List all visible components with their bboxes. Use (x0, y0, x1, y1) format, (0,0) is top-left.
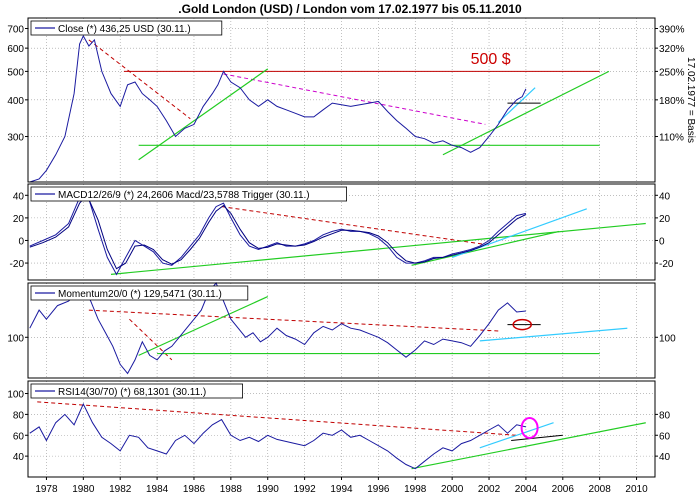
trendline-green (411, 230, 560, 266)
right-tick-label: 80 (659, 410, 671, 421)
x-tick-label: 1996 (367, 484, 390, 495)
series-line-rsi (29, 402, 527, 470)
legend-label: Momentum20/0 (*) 129,5471 (30.11.) (58, 289, 222, 300)
panel-price: 700 600 500 400 300 390% 320% 250% 180% 110% Close… (7, 17, 696, 183)
highlight-circle (520, 416, 539, 439)
x-tick-label: 2002 (478, 484, 501, 495)
panel-frame (27, 17, 656, 183)
panel-rsi: 100 80 60 40 80 60 40 RSI14(30/70) (*) 68,1301 … (7, 380, 671, 478)
panel-frame (27, 282, 656, 379)
panel-macd: 40 20 0 -20 40 20 0 -20 MACD12/26/9 (*) 24,2606 … (10, 183, 674, 281)
panel-momentum: 100 100 Momentum20/0 (*) 129,5471 (30.11.) (7, 282, 676, 379)
left-tick-label: 0 (18, 236, 24, 247)
right-tick-label: 100 (659, 333, 676, 344)
highlight-ellipse (512, 318, 532, 331)
legend-label: RSI14(30/70) (*) 68,1301 (30.11.) (58, 387, 206, 398)
trendline-red-dash (221, 206, 490, 246)
trendline-green (138, 296, 268, 356)
left-tick-label: 500 (7, 67, 24, 78)
trendline-cyan (479, 327, 628, 342)
right-tick-label: 180% (659, 96, 685, 107)
right-tick-label: 110% (659, 133, 684, 144)
legend-box (30, 285, 249, 301)
trendline-magenta-dash (223, 73, 486, 125)
x-axis: 1978 1980 1982 1984 1986 1988 1990 1992 1994 1996… (35, 477, 648, 495)
right-tick-label: 60 (659, 431, 671, 442)
trendline-red-dash (37, 401, 517, 436)
series-line-macd (29, 192, 527, 276)
x-tick-label: 2006 (552, 484, 575, 495)
x-tick-label: 1986 (183, 484, 206, 495)
legend-box (30, 20, 223, 36)
trendline-green (138, 68, 269, 161)
legend-label: MACD12/26/9 (*) 24,2606 Macd/23,5788 Tri… (58, 190, 310, 201)
x-tick-label: 1982 (109, 484, 132, 495)
x-tick-label: 1994 (330, 484, 353, 495)
left-tick-label: 40 (13, 452, 25, 463)
trendline-green (442, 70, 610, 156)
left-tick-label: -20 (10, 259, 25, 270)
x-tick-label: 1990 (257, 484, 280, 495)
right-tick-label: 40 (659, 452, 671, 463)
x-tick-label: 1992 (293, 484, 316, 495)
right-tick-label: 250% (659, 67, 685, 78)
right-axis-label: 17.02.1977 = Basis (685, 57, 696, 143)
trendline-red-dash (88, 39, 191, 120)
left-tick-label: 20 (13, 214, 25, 225)
x-tick-label: 2010 (625, 484, 648, 495)
left-tick-label: 60 (13, 431, 25, 442)
trigger-line-macd (29, 194, 527, 270)
right-tick-label: -20 (659, 259, 674, 270)
legend-box (30, 383, 244, 399)
x-tick-label: 2000 (441, 484, 464, 495)
trendline-black (511, 434, 563, 441)
left-tick-label: 40 (13, 191, 25, 202)
right-tick-label: 20 (659, 214, 671, 225)
x-tick-label: 2004 (515, 484, 538, 495)
trendline-cyan (497, 87, 536, 123)
x-tick-label: 1998 (404, 484, 427, 495)
x-tick-label: 1988 (220, 484, 243, 495)
left-tick-label: 100 (7, 333, 24, 344)
chart-title: .Gold London (USD) / London vom 17.02.19… (178, 2, 522, 16)
left-tick-label: 80 (13, 410, 25, 421)
annotation-500: 500 $ (471, 51, 511, 68)
x-tick-label: 2008 (589, 484, 612, 495)
right-tick-label: 320% (659, 44, 685, 55)
legend-box (30, 186, 348, 202)
series-line-price (29, 34, 527, 183)
panel-frame (27, 183, 656, 281)
trendline-cyan (479, 422, 554, 449)
right-tick-label: 0 (659, 236, 665, 247)
series-line-momentum (29, 282, 526, 375)
legend-label: Close (*) 436,25 USD (30.11.) (58, 24, 191, 35)
left-tick-label: 700 (7, 24, 24, 35)
left-tick-label: 100 (7, 390, 24, 401)
x-tick-label: 1984 (146, 484, 169, 495)
x-tick-label: 1978 (35, 484, 58, 495)
trendline-red-dash (129, 318, 173, 361)
trendline-green (411, 422, 646, 470)
chart-panels: 700600500400300390%320%250%180%110%Close… (7, 17, 696, 478)
x-tick-label: 1980 (72, 484, 95, 495)
trendline-red-dash (88, 309, 499, 332)
left-tick-label: 300 (7, 133, 24, 144)
right-tick-label: 390% (659, 24, 685, 35)
left-tick-label: 400 (7, 96, 24, 107)
right-tick-label: 40 (659, 191, 671, 202)
left-tick-label: 600 (7, 44, 24, 55)
